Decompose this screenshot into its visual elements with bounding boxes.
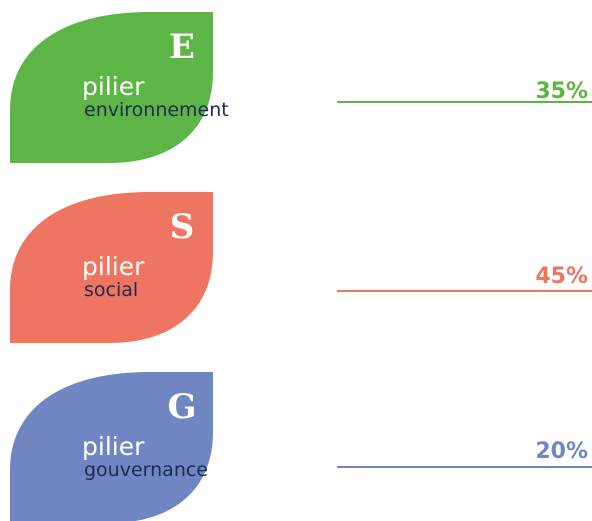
pillar-word: pilier: [82, 72, 145, 101]
pillar-word: pilier: [82, 432, 145, 461]
pillar-percent: 45%: [535, 264, 588, 289]
pillar-percent: 20%: [535, 439, 588, 464]
pillar-word: pilier: [82, 252, 145, 281]
pillar-name: social: [84, 279, 138, 301]
pillar-letter: E: [169, 27, 195, 67]
pillar-name: gouvernance: [84, 459, 208, 481]
leaf: [10, 192, 213, 343]
pillar-letter: G: [167, 387, 196, 427]
pillar-letter: S: [170, 207, 195, 247]
pillar-percent: 35%: [535, 79, 588, 104]
leaf: [10, 372, 213, 521]
pillar-name: environnement: [84, 99, 229, 121]
leaf: [10, 12, 213, 163]
